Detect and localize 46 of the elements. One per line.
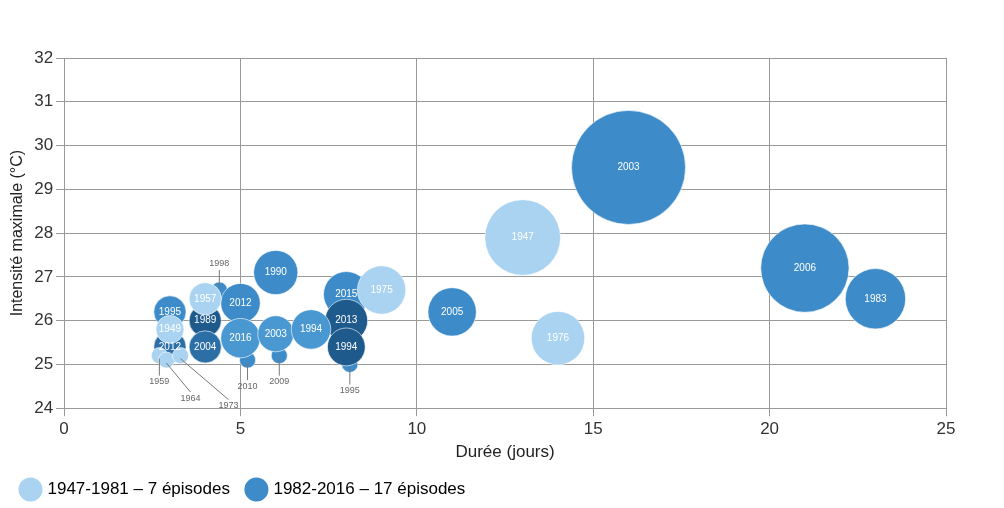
legend-label: 1982-2016 – 17 épisodes: [273, 479, 466, 499]
annotation: 2013: [335, 314, 358, 326]
annotation: 2004: [194, 340, 217, 352]
annotation: 1998: [209, 258, 230, 269]
annotation: 1964: [180, 392, 201, 403]
annotation: 1947: [511, 231, 535, 243]
x-tick-label: 10: [407, 419, 427, 439]
annotation: 1995: [158, 305, 182, 317]
y-tick-label: 24: [34, 397, 54, 417]
legend-label: 1947-1981 – 7 épisodes: [47, 479, 230, 499]
annotation: 2009: [269, 376, 290, 387]
annotation: 1995: [339, 384, 360, 395]
y-tick-label: 25: [34, 354, 54, 374]
y-tick-label: 28: [34, 222, 54, 242]
annotation: 1949: [158, 323, 182, 335]
y-tick-label: 29: [34, 179, 54, 199]
y-tick-label: 32: [34, 47, 54, 67]
x-tick-label: 25: [936, 419, 956, 439]
y-tick-label: 26: [34, 310, 54, 330]
annotation: 2012: [229, 296, 253, 308]
x-tick-label: 0: [59, 419, 69, 439]
annotation: 1990: [264, 266, 288, 278]
y-tick-label: 30: [34, 135, 54, 155]
annotation: 1959: [149, 376, 170, 387]
annotation: 1975: [370, 283, 394, 295]
annotation: 1973: [218, 400, 239, 411]
annotation: 2003: [264, 327, 288, 339]
annotation: 2016: [229, 331, 253, 343]
x-tick-label: 20: [760, 419, 780, 439]
x-tick-label: 15: [583, 419, 603, 439]
annotation: 2006: [793, 261, 817, 273]
y-tick-label: 27: [34, 266, 54, 286]
annotation: 1983: [864, 292, 888, 304]
annotation: 2015: [335, 288, 358, 300]
annotation: 1994: [299, 323, 323, 335]
x-tick-label: 5: [235, 419, 246, 439]
annotation: 2003: [617, 161, 641, 173]
x-axis-title: Durée (jours): [455, 442, 555, 462]
annotation: 1957: [194, 292, 217, 304]
annotation: 1976: [546, 331, 570, 343]
annotation: 1994: [335, 340, 358, 352]
annotation: 2005: [441, 305, 464, 317]
y-tick-label: 31: [34, 91, 54, 111]
annotation: 1989: [194, 314, 217, 326]
y-axis-title: Intensité maximale (°C): [8, 149, 26, 317]
annotation: 2012: [158, 340, 182, 352]
